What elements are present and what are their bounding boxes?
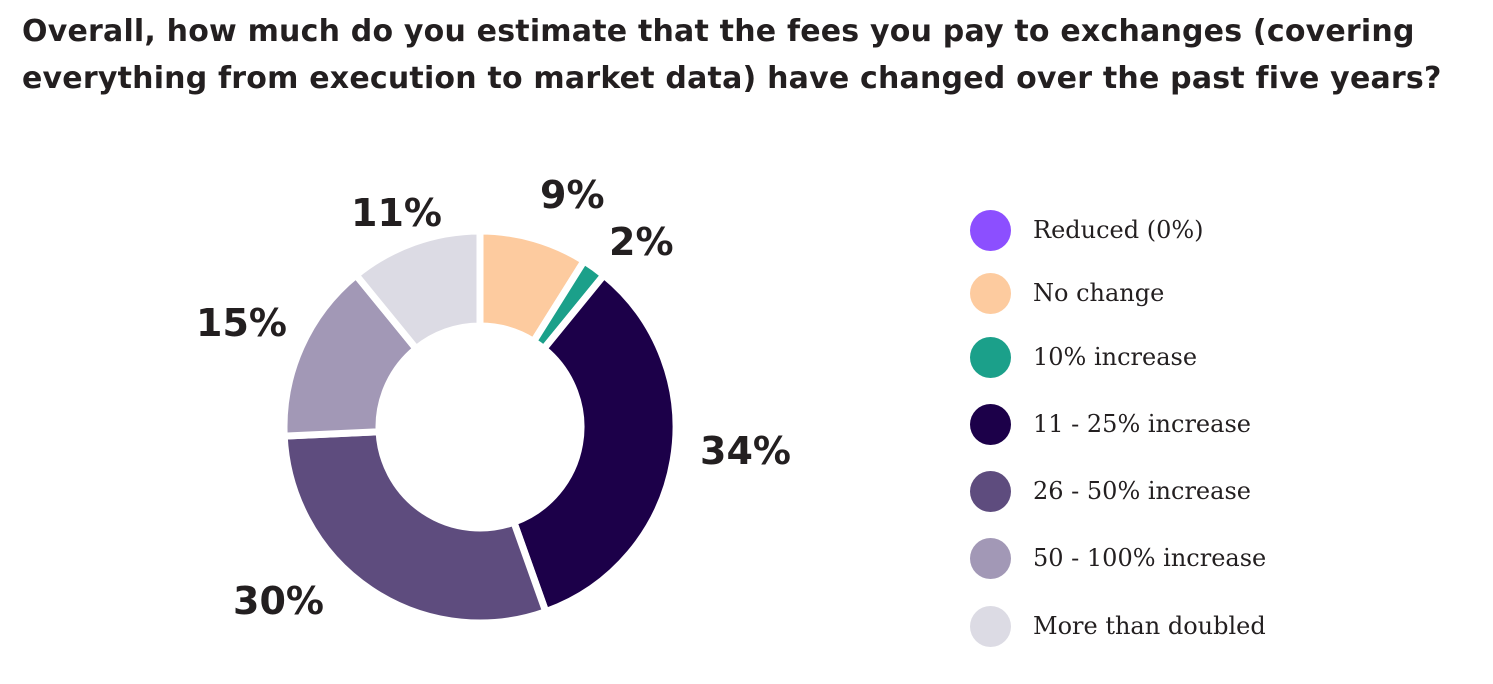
label-26-50pct-increase: 30% (233, 579, 324, 623)
legend-swatch-icon (970, 470, 1011, 512)
legend-label: 11 - 25% increase (1033, 410, 1251, 438)
label-11-25pct-increase: 34% (700, 429, 791, 473)
label-no-change: 9% (540, 173, 605, 217)
legend-label: No change (1033, 279, 1165, 307)
legend-label: 50 - 100% increase (1033, 544, 1267, 572)
legend-item-50-100pct-increase: 50 - 100% increase (970, 537, 1266, 579)
legend-swatch-icon (970, 537, 1011, 579)
legend-item-more-than-doubled: More than doubled (970, 605, 1266, 647)
legend-item-11-25pct-increase: 11 - 25% increase (970, 403, 1251, 445)
legend-label: Reduced (0%) (1033, 216, 1204, 244)
donut-slice (509, 270, 680, 617)
donut-slice (351, 227, 484, 354)
chart-title-line-1: Overall, how much do you estimate that t… (22, 14, 1415, 49)
legend-item-10pct-increase: 10% increase (970, 336, 1197, 378)
legend-item-reduced: Reduced (0%) (970, 209, 1204, 251)
legend-swatch-icon (970, 209, 1011, 251)
legend-item-26-50pct-increase: 26 - 50% increase (970, 470, 1251, 512)
label-10pct-increase: 2% (609, 220, 674, 264)
chart-title: Overall, how much do you estimate that t… (22, 8, 1482, 102)
donut-slices (280, 227, 680, 627)
legend-swatch-icon (970, 605, 1011, 647)
donut-slice (280, 428, 551, 627)
legend-item-no-change: No change (970, 272, 1164, 314)
chart-title-line-2: everything from execution to market data… (22, 61, 1442, 96)
legend-label: 26 - 50% increase (1033, 477, 1251, 505)
legend-label: 10% increase (1033, 343, 1198, 371)
legend-swatch-icon (970, 336, 1011, 378)
legend-swatch-icon (970, 272, 1011, 314)
legend-label: More than doubled (1033, 612, 1266, 640)
label-more-than-doubled: 11% (351, 191, 442, 235)
label-50-100pct-increase: 15% (196, 301, 287, 345)
legend-swatch-icon (970, 403, 1011, 445)
